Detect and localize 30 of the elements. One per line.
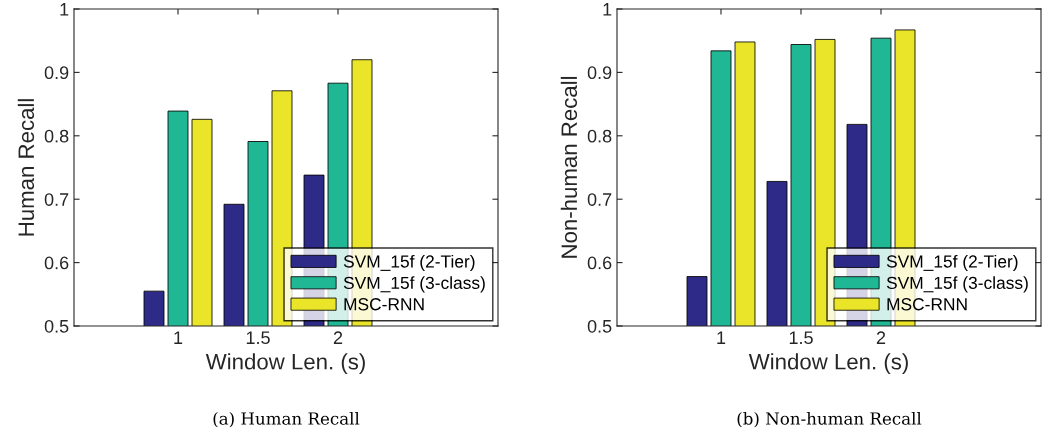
legend-label: SVM_15f (2-Tier) <box>343 254 475 272</box>
y-tick-label: 0.9 <box>44 66 69 80</box>
y-tick-label: 1 <box>60 3 69 16</box>
text: (b) Non-human Recall <box>737 411 922 428</box>
y-tick-label: 0.8 <box>587 129 612 143</box>
y-tick-label: 0.6 <box>44 256 69 270</box>
y-tick-label: 1 <box>603 3 612 16</box>
legend-label: MSC-RNN <box>887 298 967 311</box>
x-tick-label: 1 <box>717 331 726 344</box>
x-tick-label: 1 <box>174 331 183 344</box>
y-axis-title: Human Recall <box>17 99 35 236</box>
x-tick-label: 1.5 <box>246 331 270 345</box>
y-tick-label: 0.8 <box>44 129 69 143</box>
x-tick-label: 1.5 <box>789 331 813 345</box>
y-tick-label: 0.5 <box>44 319 69 333</box>
y-tick-label: 0.5 <box>587 319 612 333</box>
y-tick-label: 0.7 <box>44 193 69 206</box>
y-tick-label: 0.9 <box>587 66 612 80</box>
legend-label: SVM_15f (3-class) <box>886 276 1028 293</box>
x-axis-title: Window Len. (s) <box>205 353 365 374</box>
y-axis-title: Non-human Recall <box>560 76 578 258</box>
x-tick-label: 2 <box>333 331 343 344</box>
x-axis-title: Window Len. (s) <box>748 353 908 374</box>
y-tick-label: 0.7 <box>587 193 612 206</box>
legend-label: MSC-RNN <box>344 298 424 311</box>
legend-label: SVM_15f (2-Tier) <box>886 254 1018 272</box>
x-tick-label: 2 <box>876 331 886 344</box>
y-tick-label: 0.6 <box>587 256 612 270</box>
text: (a) Human Recall <box>213 411 360 428</box>
legend-label: SVM_15f (3-class) <box>343 276 485 293</box>
